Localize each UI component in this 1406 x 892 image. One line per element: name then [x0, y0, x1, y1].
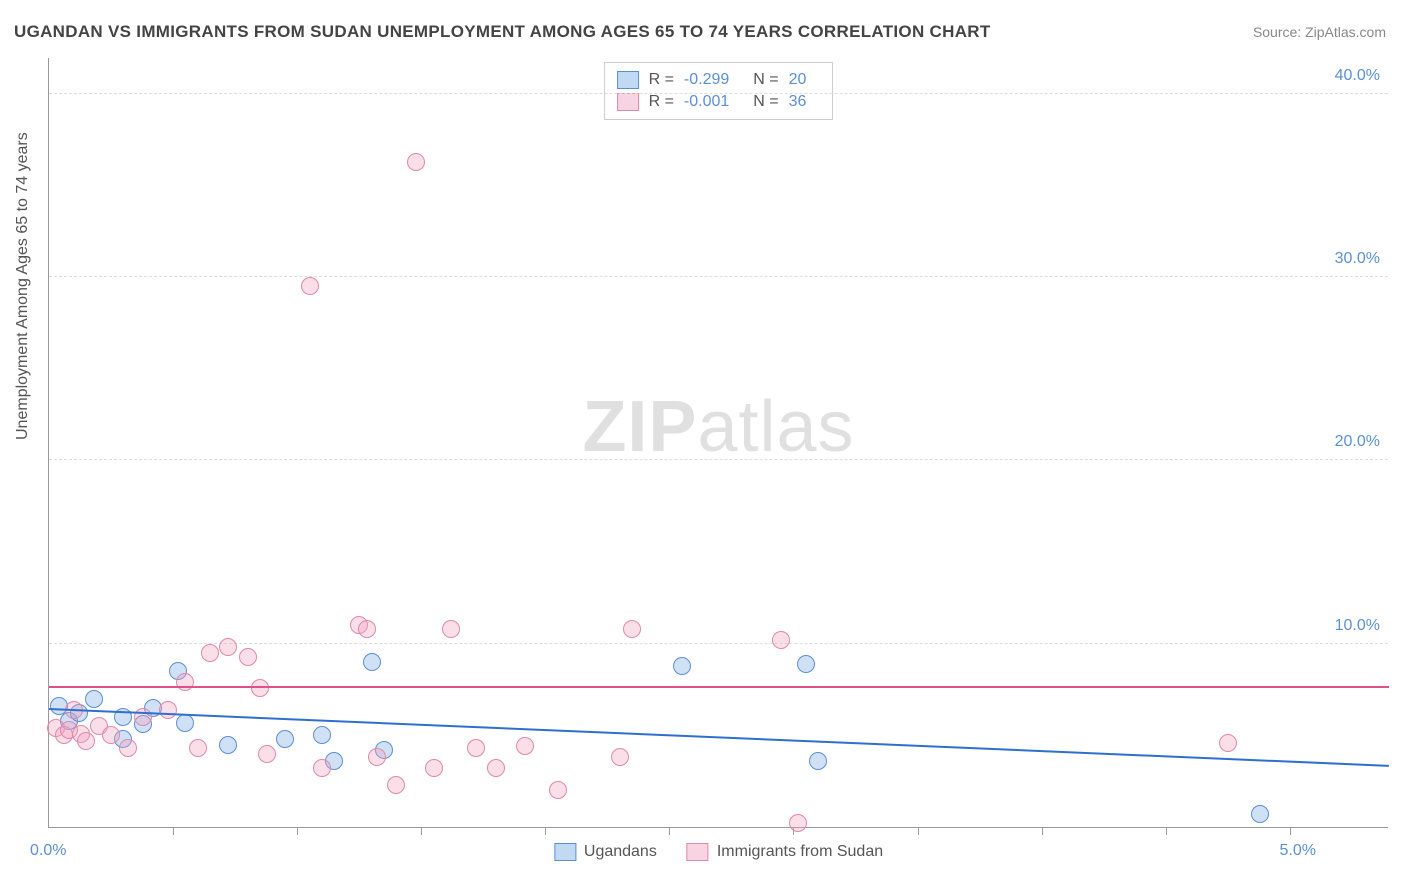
data-point — [219, 638, 237, 656]
data-point — [258, 745, 276, 763]
stats-row: R = -0.299 N = 20 — [617, 69, 821, 91]
data-point — [159, 701, 177, 719]
data-point — [201, 644, 219, 662]
swatch-icon — [687, 843, 709, 861]
data-point — [119, 739, 137, 757]
gridline — [49, 93, 1388, 94]
y-axis-title: Unemployment Among Ages 65 to 74 years — [14, 132, 32, 440]
y-axis-label: 40.0% — [1335, 67, 1380, 85]
correlation-stats-box: R = -0.299 N = 20 R = -0.001 N = 36 — [604, 62, 834, 120]
trend-line — [49, 686, 1389, 688]
watermark: ZIPatlas — [582, 386, 854, 468]
data-point — [77, 732, 95, 750]
data-point — [239, 648, 257, 666]
data-point — [85, 690, 103, 708]
data-point — [442, 620, 460, 638]
x-tick — [1290, 827, 1291, 835]
data-point — [301, 277, 319, 295]
data-point — [623, 620, 641, 638]
legend: Ugandans Immigrants from Sudan — [554, 843, 883, 861]
swatch-icon — [554, 843, 576, 861]
data-point — [487, 759, 505, 777]
data-point — [368, 748, 386, 766]
x-axis-label-min: 0.0% — [30, 842, 66, 860]
watermark-bold: ZIP — [582, 387, 697, 467]
data-point — [809, 752, 827, 770]
data-point — [797, 655, 815, 673]
data-point — [313, 726, 331, 744]
y-axis-label: 10.0% — [1335, 617, 1380, 635]
stats-row: R = -0.001 N = 36 — [617, 91, 821, 113]
data-point — [1219, 734, 1237, 752]
data-point — [176, 714, 194, 732]
data-point — [673, 657, 691, 675]
legend-item: Ugandans — [554, 843, 657, 861]
x-tick — [173, 827, 174, 835]
swatch-icon — [617, 93, 639, 111]
data-point — [387, 776, 405, 794]
x-tick — [421, 827, 422, 835]
legend-item: Immigrants from Sudan — [687, 843, 883, 861]
swatch-icon — [617, 71, 639, 89]
data-point — [358, 620, 376, 638]
data-point — [467, 739, 485, 757]
watermark-light: atlas — [697, 387, 854, 467]
data-point — [772, 631, 790, 649]
x-axis-label-max: 5.0% — [1280, 842, 1316, 860]
r-label: R = — [649, 71, 674, 89]
n-value: 36 — [789, 93, 807, 111]
data-point — [189, 739, 207, 757]
data-point — [313, 759, 331, 777]
data-point — [251, 679, 269, 697]
gridline — [49, 643, 1388, 644]
data-point — [176, 673, 194, 691]
gridline — [49, 459, 1388, 460]
data-point — [611, 748, 629, 766]
data-point — [102, 726, 120, 744]
source-attribution: Source: ZipAtlas.com — [1253, 24, 1386, 40]
data-point — [1251, 805, 1269, 823]
data-point — [276, 730, 294, 748]
data-point — [363, 653, 381, 671]
data-point — [549, 781, 567, 799]
x-tick — [669, 827, 670, 835]
x-tick — [918, 827, 919, 835]
n-value: 20 — [789, 71, 807, 89]
chart-title: UGANDAN VS IMMIGRANTS FROM SUDAN UNEMPLO… — [14, 22, 991, 42]
r-label: R = — [649, 93, 674, 111]
x-tick — [1166, 827, 1167, 835]
data-point — [219, 736, 237, 754]
data-point — [425, 759, 443, 777]
legend-label: Ugandans — [584, 843, 657, 861]
data-point — [134, 708, 152, 726]
y-axis-label: 20.0% — [1335, 433, 1380, 451]
n-label: N = — [753, 93, 778, 111]
data-point — [789, 814, 807, 832]
n-label: N = — [753, 71, 778, 89]
trend-line — [49, 708, 1389, 767]
r-value: -0.299 — [684, 71, 729, 89]
x-tick — [297, 827, 298, 835]
legend-label: Immigrants from Sudan — [717, 843, 883, 861]
data-point — [407, 153, 425, 171]
x-tick — [545, 827, 546, 835]
data-point — [516, 737, 534, 755]
x-tick — [1042, 827, 1043, 835]
y-axis-label: 30.0% — [1335, 250, 1380, 268]
r-value: -0.001 — [684, 93, 729, 111]
gridline — [49, 276, 1388, 277]
scatter-plot-area: ZIPatlas R = -0.299 N = 20 R = -0.001 N … — [48, 58, 1388, 828]
